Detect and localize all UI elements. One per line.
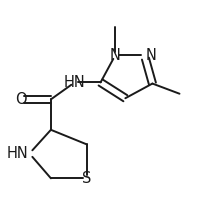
- Text: HN: HN: [63, 75, 85, 90]
- Text: N: N: [109, 48, 120, 63]
- Text: O: O: [14, 92, 26, 107]
- Text: N: N: [145, 48, 156, 63]
- Text: S: S: [82, 171, 91, 186]
- Text: HN: HN: [7, 146, 28, 161]
